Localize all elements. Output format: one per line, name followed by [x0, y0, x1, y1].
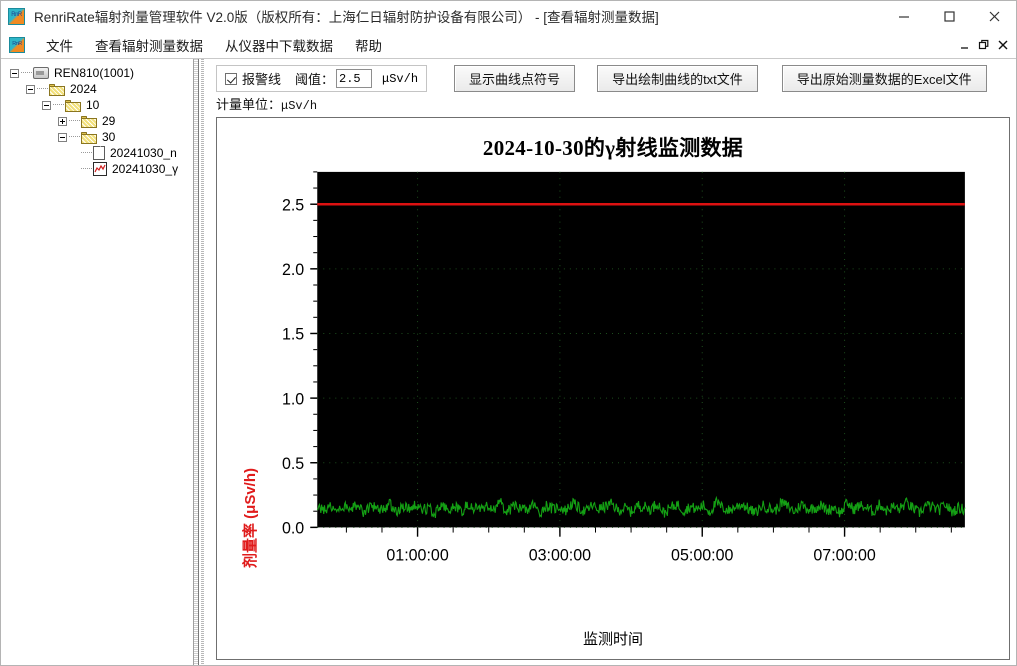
mdi-child-icon — [9, 36, 25, 53]
folder-icon — [81, 131, 97, 144]
x-tick-label: 07:00:00 — [813, 546, 875, 564]
measurement-unit-label: 计量单位：μSv/h — [216, 97, 318, 113]
tree-connector — [21, 72, 32, 74]
x-axis-label: 监测时间 — [582, 631, 643, 648]
folder-icon — [65, 99, 81, 112]
tree-connector — [69, 120, 80, 122]
mdi-close-icon[interactable] — [993, 35, 1012, 55]
tree-node-label: 20241030_n — [110, 146, 177, 160]
x-tick-label: 03:00:00 — [529, 546, 591, 564]
tree-node-label: 20241030_γ — [112, 162, 179, 176]
window-controls — [881, 1, 1016, 31]
tree-node-label: REN810(1001) — [54, 66, 135, 80]
chart-content-panel: 报警线 阈值： μSv/h 显示曲线点符号 导出绘制曲线的txt文件 导出原始测… — [207, 59, 1016, 665]
chart-file-icon — [93, 162, 107, 176]
tree-connector — [81, 152, 92, 154]
mdi-window-controls — [955, 31, 1012, 58]
tree-node-device[interactable]: REN810(1001) — [5, 65, 198, 81]
alarm-settings-group: 报警线 阈值： μSv/h — [216, 65, 428, 92]
tree-node-label: 10 — [86, 98, 100, 112]
export-raw-excel-button[interactable]: 导出原始测量数据的Excel文件 — [781, 65, 987, 92]
tree-node-file-neutron[interactable]: 20241030_n — [5, 145, 198, 161]
tree-connector — [53, 104, 64, 106]
folder-icon — [81, 115, 97, 128]
menu-bar: 文件 查看辐射测量数据 从仪器中下载数据 帮助 — [1, 31, 1016, 59]
y-tick-label: 1.5 — [282, 325, 304, 343]
title-bar: RenriRate辐射剂量管理软件 V2.0版（版权所有：上海仁日辐射防护设备有… — [1, 1, 1016, 31]
y-tick-label: 2.0 — [282, 261, 304, 279]
unit-row: 计量单位：μSv/h — [207, 93, 1016, 114]
dose-rate-series — [316, 495, 966, 519]
mdi-minimize-icon[interactable] — [955, 35, 974, 55]
tree-scrollbar[interactable] — [193, 59, 198, 665]
menu-item-help[interactable]: 帮助 — [355, 38, 382, 54]
panel-splitter[interactable] — [199, 59, 207, 665]
tree-node-label: 30 — [102, 130, 116, 144]
tree-expander-icon[interactable] — [58, 116, 67, 126]
chart-toolbar: 报警线 阈值： μSv/h 显示曲线点符号 导出绘制曲线的txt文件 导出原始测… — [207, 59, 1016, 93]
device-icon — [33, 67, 49, 79]
alarm-line-label: 报警线 — [242, 72, 282, 87]
main-body: REN810(1001) 2024 10 29 — [1, 59, 1016, 665]
x-tick-label: 05:00:00 — [671, 546, 733, 564]
tree-expander-icon[interactable] — [42, 100, 51, 110]
maximize-icon[interactable] — [926, 1, 971, 31]
threshold-label: 阈值： — [295, 72, 335, 87]
chart-title: 2024-10-30的γ射线监测数据 — [482, 136, 744, 160]
tree-node-file-gamma[interactable]: 20241030_γ — [5, 161, 198, 177]
tree-expander-icon[interactable] — [26, 84, 35, 94]
y-tick-label: 0.0 — [282, 519, 304, 537]
threshold-input[interactable] — [336, 69, 373, 88]
tree-connector — [81, 168, 92, 170]
menu-item-view-measurement-data[interactable]: 查看辐射测量数据 — [95, 38, 203, 54]
tree-expander-icon[interactable] — [10, 68, 19, 78]
tree-connector — [69, 136, 80, 138]
chart-frame: 2024-10-30的γ射线监测数据 剂量率 (μSv/h) 监测时间 0.0 0… — [216, 117, 1010, 660]
chart-svg: 0.0 0.5 1.0 1.5 2.0 2.5 01:00:00 03:00:00 05:00:… — [282, 171, 966, 565]
close-icon[interactable] — [971, 1, 1016, 31]
tree-node-year[interactable]: 2024 — [5, 81, 198, 97]
y-tick-label: 0.5 — [282, 455, 304, 473]
file-icon — [93, 146, 105, 160]
menu-item-download-from-device[interactable]: 从仪器中下载数据 — [225, 38, 333, 54]
app-logo-icon — [8, 7, 25, 25]
tree-expander-icon[interactable] — [58, 132, 67, 142]
x-tick-label: 01:00:00 — [386, 546, 448, 564]
threshold-unit-label: μSv/h — [382, 71, 419, 86]
tree-node-day-29[interactable]: 29 — [5, 113, 198, 129]
y-tick-label: 2.5 — [282, 196, 304, 214]
folder-icon — [49, 83, 65, 96]
tree-node-label: 29 — [102, 114, 116, 128]
export-curve-txt-button[interactable]: 导出绘制曲线的txt文件 — [597, 65, 758, 92]
chart-plot-area[interactable]: 0.0 0.5 1.0 1.5 2.0 2.5 01:00:00 03:00:00 05:00:… — [217, 118, 1009, 659]
device-tree-panel[interactable]: REN810(1001) 2024 10 29 — [1, 59, 199, 665]
menu-item-file[interactable]: 文件 — [46, 38, 73, 54]
window-title: RenriRate辐射剂量管理软件 V2.0版（版权所有：上海仁日辐射防护设备有… — [34, 10, 659, 25]
alarm-line-checkbox[interactable] — [225, 72, 237, 85]
minimize-icon[interactable] — [881, 1, 926, 31]
tree-node-month[interactable]: 10 — [5, 97, 198, 113]
show-curve-point-symbols-button[interactable]: 显示曲线点符号 — [454, 65, 576, 92]
tree-node-label: 2024 — [70, 82, 97, 96]
plot-background — [317, 171, 965, 528]
mdi-restore-icon[interactable] — [974, 35, 993, 55]
y-tick-label: 1.0 — [282, 390, 304, 408]
tree-node-day-30[interactable]: 30 — [5, 129, 198, 145]
tree-connector — [37, 88, 48, 90]
